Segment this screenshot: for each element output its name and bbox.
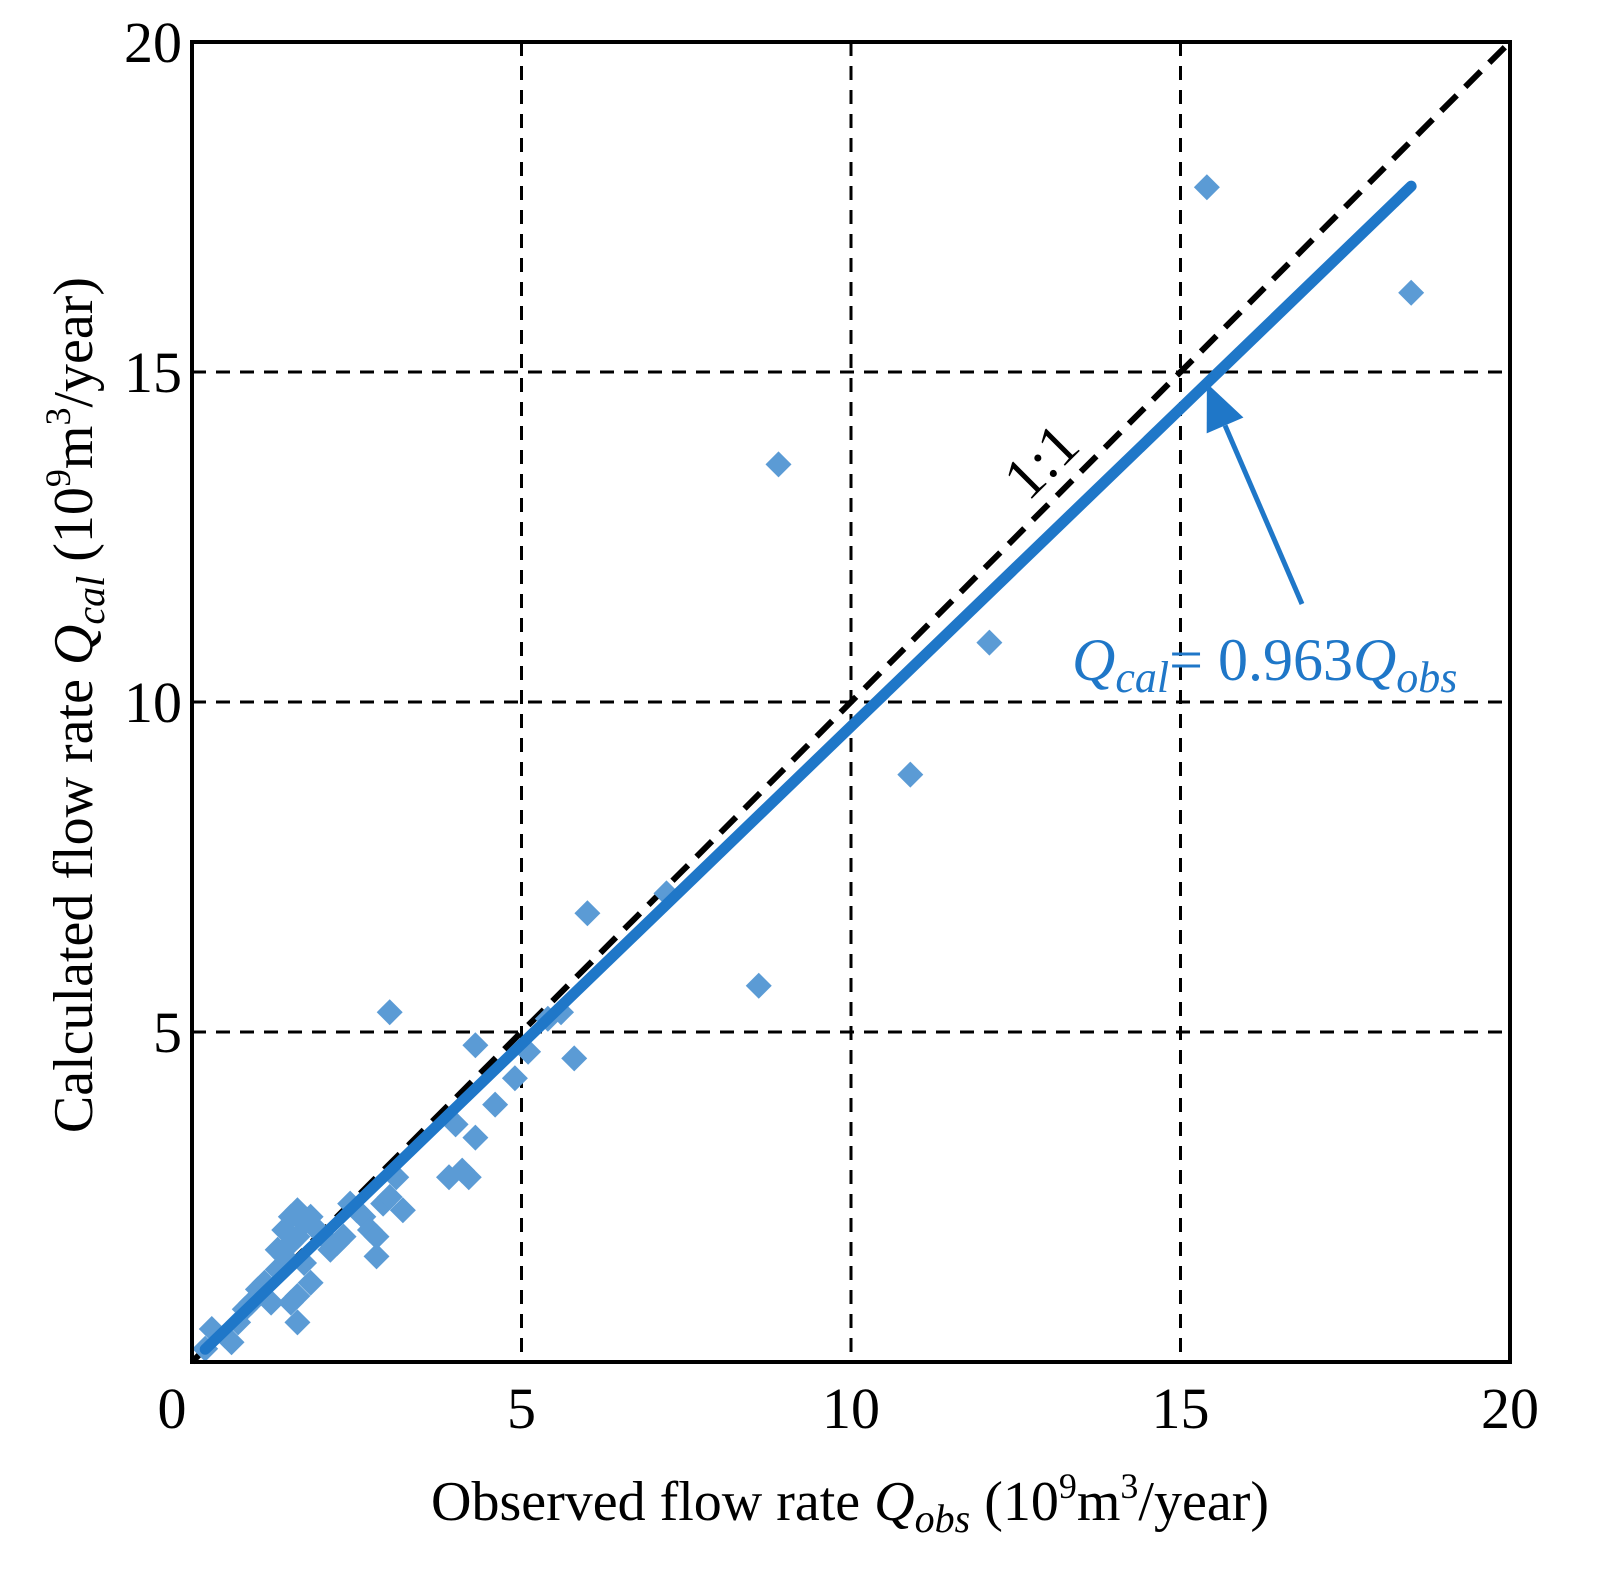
data-point (897, 761, 924, 788)
data-point (376, 1184, 403, 1210)
fit-arrow-head (1206, 383, 1244, 434)
data-point (745, 972, 772, 999)
data-point (574, 900, 601, 927)
fit-line (199, 180, 1417, 1355)
reference-line-group (189, 39, 1513, 1365)
data-point (455, 1164, 482, 1191)
fit-label-lhs: Q (1072, 627, 1115, 693)
data-point (482, 1091, 509, 1118)
data-point (284, 1283, 311, 1309)
data-point (363, 1223, 390, 1250)
data-point (1193, 174, 1220, 201)
fit-label-rhs-sub: obs (1396, 653, 1457, 702)
data-point (462, 1032, 489, 1059)
fit-label-rhs: Q (1353, 627, 1396, 693)
y-tick-label: 10 (124, 670, 182, 735)
y-axis-label: Calculated flow rate Qcal (109m3/year) (38, 277, 113, 1133)
data-point (389, 1197, 416, 1224)
fit-equation-label: Qcal= 0.963Qobs (1072, 627, 1457, 702)
data-point (1398, 279, 1425, 306)
fit-arrow-shaft (1222, 424, 1305, 605)
fit-label-lhs-sub: cal (1115, 653, 1169, 702)
data-point (284, 1309, 311, 1336)
fit-line-group (199, 180, 1417, 1355)
y-tick-label: 5 (153, 1000, 182, 1065)
data-point (501, 1065, 528, 1092)
data-point (561, 1045, 588, 1072)
data-point (376, 999, 403, 1026)
x-tick-label: 5 (507, 1376, 536, 1441)
y-tick-label: 15 (124, 340, 182, 405)
reference-line-label: 1:1 (991, 411, 1092, 512)
x-axis-label: Observed flow rate Qobs (109m3/year) (431, 1466, 1269, 1541)
x-tick-label: 15 (1152, 1376, 1210, 1441)
reference-line-1to1 (189, 39, 1513, 1365)
data-point (330, 1223, 357, 1250)
plot-frame (190, 40, 1512, 1364)
y-tick-labels: 5 10 15 20 (124, 10, 182, 1065)
x-tick-label: 20 (1481, 1376, 1539, 1441)
data-point (765, 451, 792, 478)
x-tick-label: 10 (822, 1376, 880, 1441)
data-point (363, 1243, 390, 1270)
fit-label-eq: = 0.963 (1169, 627, 1353, 693)
data-point (976, 629, 1003, 656)
y-tick-label: 20 (124, 10, 182, 75)
data-point (297, 1269, 324, 1296)
x-tick-labels: 0 5 10 15 20 (158, 1376, 1540, 1441)
x-tick-label: 0 (158, 1376, 187, 1441)
data-point (462, 1124, 489, 1151)
